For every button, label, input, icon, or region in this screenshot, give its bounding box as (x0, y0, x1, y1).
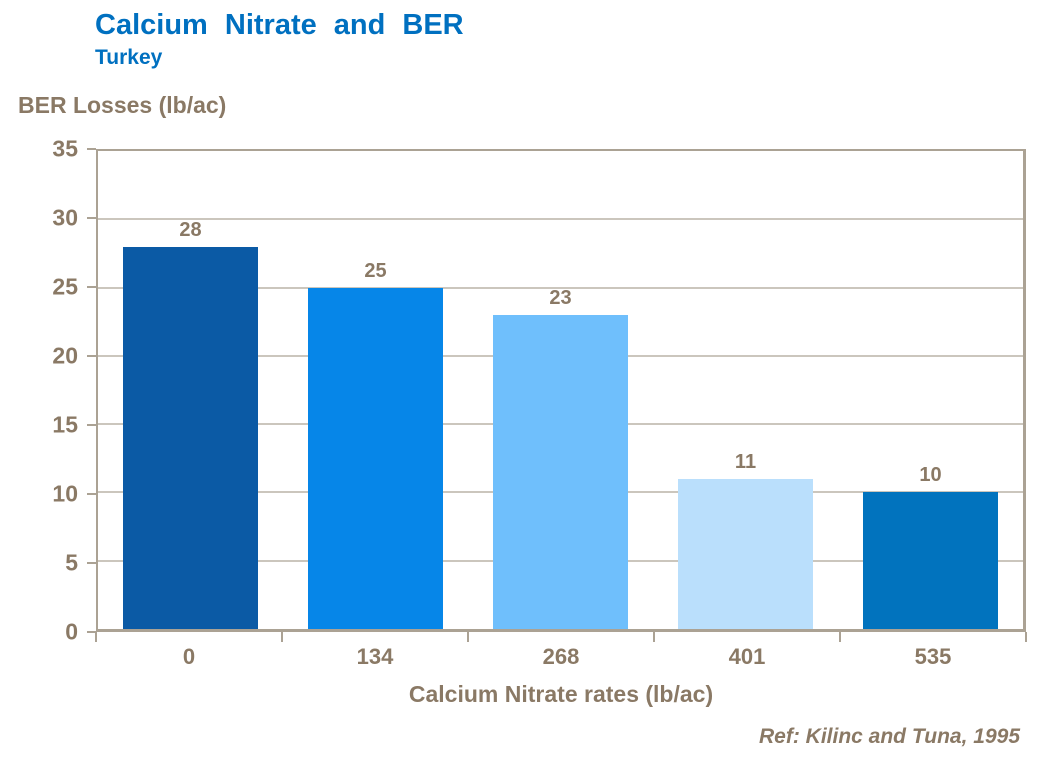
x-category-label: 535 (914, 644, 952, 669)
y-axis-tick-marks (87, 148, 96, 633)
y-tick-mark (87, 355, 96, 357)
bar (678, 478, 813, 629)
bar-value-label: 28 (179, 218, 202, 241)
x-category-label: 268 (542, 644, 580, 669)
gridline (98, 218, 1023, 221)
bar (308, 287, 443, 629)
bar (123, 246, 258, 629)
y-tick-label: 30 (52, 204, 78, 231)
x-category-label: 134 (356, 644, 394, 669)
bar-value-label: 23 (549, 286, 572, 309)
y-tick-mark (87, 148, 96, 150)
bar-value-label: 11 (734, 450, 757, 473)
x-tick-mark (95, 632, 97, 642)
y-tick-mark (87, 562, 96, 564)
x-category-label: 0 (182, 644, 196, 669)
x-tick-mark (839, 632, 841, 642)
chart-subtitle: Turkey (95, 46, 163, 69)
chart-title: Calcium Nitrate and BER (95, 9, 464, 41)
x-tick-mark (653, 632, 655, 642)
y-tick-mark (87, 493, 96, 495)
y-tick-mark (87, 217, 96, 219)
y-axis-title: BER Losses (lb/ac) (18, 92, 227, 118)
bar-value-label: 10 (919, 464, 942, 487)
bar (493, 314, 628, 629)
y-tick-label: 25 (52, 273, 78, 300)
gridline (98, 286, 1023, 289)
x-axis-labels: 0 134 268 401 535 (96, 644, 1026, 672)
plot-area: 28 25 23 11 10 (96, 149, 1026, 632)
y-tick-label: 15 (52, 411, 78, 438)
x-tick-mark (467, 632, 469, 642)
y-tick-mark (87, 286, 96, 288)
y-tick-label: 35 (52, 135, 78, 162)
y-tick-mark (87, 631, 96, 633)
bar-value-label: 25 (364, 259, 387, 282)
y-tick-mark (87, 424, 96, 426)
x-tick-mark (281, 632, 283, 642)
y-tick-label: 20 (52, 342, 78, 369)
x-category-label: 401 (728, 644, 766, 669)
x-axis-title: Calcium Nitrate rates (lb/ac) (408, 681, 714, 707)
y-axis-labels: 0 5 10 15 20 25 30 35 (0, 136, 78, 645)
bar (863, 492, 998, 629)
y-tick-label: 10 (52, 480, 78, 507)
y-tick-label: 5 (65, 549, 78, 576)
reference-note: Ref: Kilinc and Tuna, 1995 (758, 725, 1020, 748)
x-tick-mark (1025, 632, 1027, 642)
x-axis-tick-marks (95, 632, 1027, 642)
y-tick-label: 0 (65, 618, 78, 645)
